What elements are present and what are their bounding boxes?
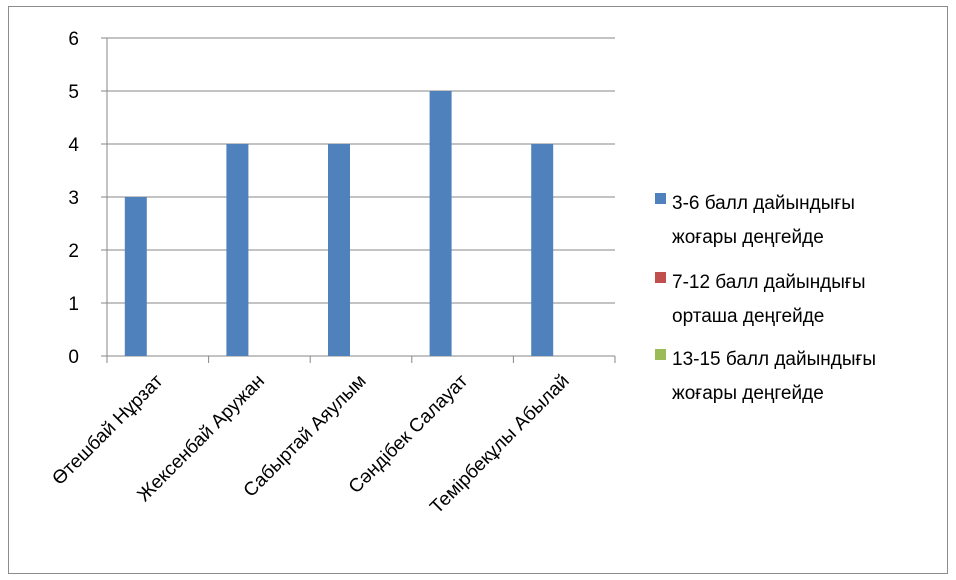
y-tick-label: 3	[68, 188, 79, 209]
y-tick-label: 2	[68, 241, 79, 262]
y-tick-label: 4	[68, 135, 79, 156]
legend-swatch	[655, 193, 666, 204]
legend-swatch	[655, 349, 666, 360]
legend-swatch	[655, 272, 666, 283]
bar	[124, 197, 147, 356]
bar	[531, 144, 554, 356]
legend-label: 7-12 балл дайындығы	[672, 272, 866, 293]
y-tick-label: 1	[68, 294, 79, 315]
legend-label: орташа деңгейде	[672, 306, 824, 327]
y-tick-label: 6	[68, 29, 79, 50]
chart-frame	[8, 6, 948, 574]
y-tick-label: 5	[68, 82, 79, 103]
legend-label: жоғары деңгейде	[672, 383, 824, 404]
legend-label: жоғары деңгейде	[672, 227, 824, 248]
legend-label: 3-6 балл дайындығы	[672, 193, 855, 214]
x-tick-label: Өтешбай Нұрзат	[48, 370, 167, 489]
bar	[429, 91, 452, 356]
bar	[226, 144, 249, 356]
y-tick-label: 0	[68, 347, 79, 368]
bar	[328, 144, 350, 356]
legend-label: 13-15 балл дайындығы	[672, 349, 876, 370]
